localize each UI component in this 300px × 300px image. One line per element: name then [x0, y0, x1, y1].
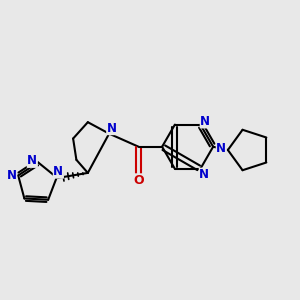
Text: N: N: [216, 142, 226, 155]
Text: N: N: [200, 115, 210, 128]
Text: N: N: [107, 122, 117, 135]
Text: N: N: [27, 154, 37, 167]
Text: N: N: [7, 169, 16, 182]
Text: N: N: [199, 168, 209, 181]
Text: O: O: [133, 174, 144, 187]
Text: N: N: [53, 165, 63, 178]
